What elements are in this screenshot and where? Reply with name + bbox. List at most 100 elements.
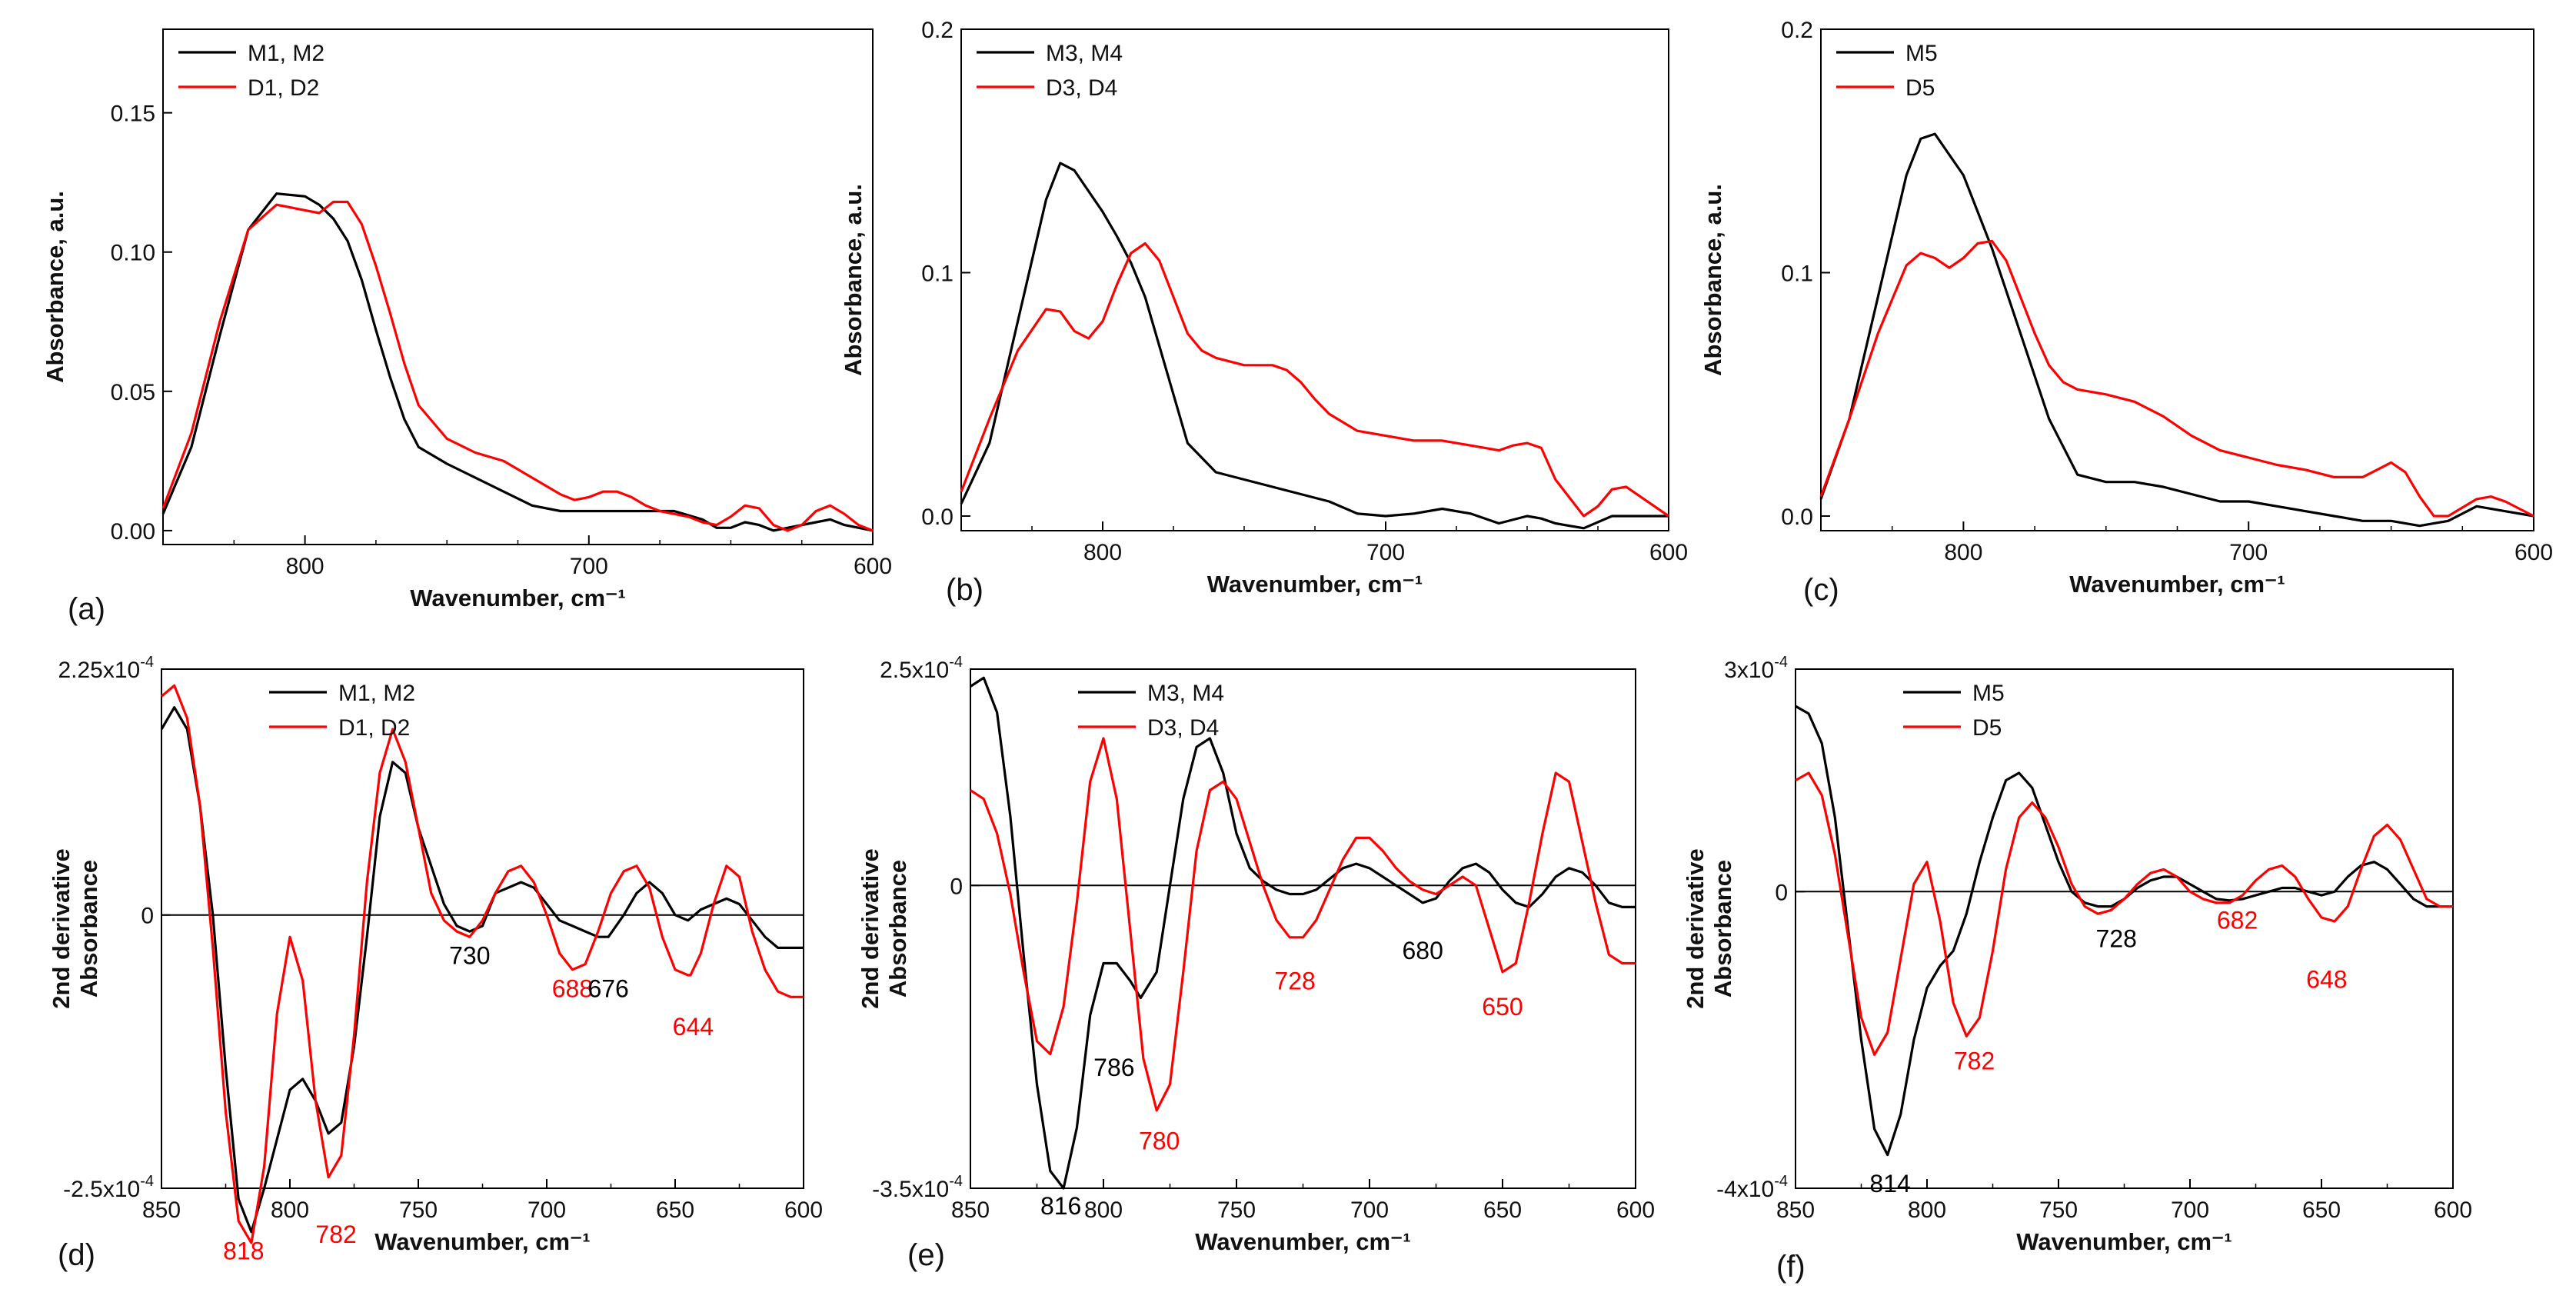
x-tick-label: 600 (854, 554, 892, 579)
series-line-m3-m4 (960, 162, 1669, 530)
x-axis-label: Wavenumber, cm⁻¹ (1207, 571, 1423, 598)
panel-a: 800 700 600 0.00 0.05 0.10 0.15 Wavenumber, cm⁻… (42, 28, 892, 626)
series-line-d3-d4 (960, 241, 1669, 518)
legend-label: D5 (1905, 75, 1935, 101)
plot-frame (162, 28, 874, 545)
panel-letter: (f) (1776, 1250, 1806, 1284)
x-tick-label: 850 (951, 1197, 990, 1223)
y-axis-label: Absorbance, a.u. (42, 191, 68, 383)
peak-annotation: 650 (1482, 993, 1523, 1021)
y-tick-label: 0.05 (111, 380, 155, 405)
x-tick-label: 750 (399, 1197, 438, 1223)
peak-annotation: 816 (1040, 1192, 1081, 1220)
y-tick-label: 2.5x10-4 (880, 654, 963, 683)
plot-frame (1820, 28, 2534, 531)
x-tick-label: 800 (1944, 540, 1982, 565)
panel-c: 800 700 600 0.0 0.1 0.2 Wavenumber, cm⁻¹ Absorb… (1699, 18, 2553, 607)
legend-label: D3, D4 (1147, 715, 1219, 741)
x-tick-label: 700 (2171, 1197, 2209, 1223)
series-line-d3-d4 (970, 737, 1636, 1112)
panel-d: 850 800 750 700 650 600 -2.5x10-4 0 2.25x10-4 Wav… (48, 654, 823, 1272)
peak-annotation: 818 (223, 1237, 264, 1264)
x-axis-label: Wavenumber, cm⁻¹ (410, 585, 626, 611)
peak-annotation: 786 (1093, 1054, 1134, 1081)
x-tick-label: 700 (1350, 1197, 1389, 1223)
peak-annotation: 644 (673, 1013, 714, 1041)
x-tick-label: 850 (1776, 1197, 1815, 1223)
peak-annotation: 728 (2096, 925, 2137, 953)
y-tick-label: 0.2 (1781, 18, 1813, 43)
y-tick-label: 3x10-4 (1724, 654, 1788, 683)
panel-letter: (b) (946, 573, 983, 607)
y-tick-label: 0.1 (921, 261, 954, 287)
x-tick-label: 800 (1908, 1197, 1946, 1223)
x-tick-label: 700 (2229, 540, 2268, 565)
x-tick-label: 750 (2039, 1197, 2078, 1223)
x-tick-label: 850 (142, 1197, 181, 1223)
legend-label: M1, M2 (248, 41, 324, 66)
x-tick-label: 700 (528, 1197, 566, 1223)
x-tick-label: 600 (1649, 540, 1688, 565)
y-tick-label: 0.10 (111, 241, 155, 266)
y-tick-label: 0.00 (111, 519, 155, 545)
x-axis-label: Wavenumber, cm⁻¹ (2069, 571, 2285, 598)
y-tick-label: 0 (141, 904, 154, 929)
legend-label: M5 (1905, 41, 1938, 66)
legend-label: D3, D4 (1046, 75, 1117, 101)
legend-label: D5 (1972, 715, 2002, 741)
x-tick-label: 800 (286, 554, 324, 579)
x-tick-label: 650 (2302, 1197, 2341, 1223)
y-tick-label: 0.2 (921, 18, 954, 43)
peak-annotation: 782 (1954, 1048, 1995, 1075)
y-axis-label: Absorbance, a.u. (1699, 184, 1726, 376)
x-tick-label: 700 (1366, 540, 1405, 565)
y-tick-label: 0 (1775, 880, 1788, 905)
peak-annotation: 688 (552, 974, 593, 1002)
x-tick-label: 800 (1084, 1197, 1123, 1223)
x-tick-label: 650 (1483, 1197, 1522, 1223)
peak-annotation: 648 (2306, 966, 2347, 994)
x-axis-label: Wavenumber, cm⁻¹ (1195, 1228, 1411, 1255)
series-line-m3-m4 (970, 676, 1636, 1190)
plot-frame (960, 28, 1669, 531)
plot-frame (970, 668, 1636, 1189)
panel-letter: (c) (1803, 573, 1839, 607)
series-line-d5 (1819, 239, 2534, 518)
x-axis-label: Wavenumber, cm⁻¹ (374, 1228, 591, 1255)
x-tick-label: 600 (2514, 540, 2553, 565)
y-axis-label: 2nd derivativeAbsorbance (1682, 848, 1736, 1008)
x-tick-label: 650 (656, 1197, 694, 1223)
panel-e: 850 800 750 700 650 600 -3.5x10-4 0 2.5x10-4 Wave… (857, 654, 1655, 1272)
x-tick-label: 800 (1083, 540, 1122, 565)
peak-annotation: 782 (315, 1221, 356, 1248)
legend-label: M3, M4 (1147, 681, 1224, 706)
panel-letter: (d) (58, 1238, 95, 1272)
x-tick-label: 750 (1217, 1197, 1256, 1223)
legend-label: D1, D2 (248, 75, 319, 101)
y-tick-label: 0.1 (1781, 261, 1813, 287)
y-axis-label: 2nd derivativeAbsorbance (857, 848, 911, 1008)
peak-annotation: 780 (1139, 1127, 1180, 1154)
legend-label: M5 (1972, 681, 2005, 706)
y-tick-label: 0 (950, 874, 963, 899)
x-axis-label: Wavenumber, cm⁻¹ (2016, 1228, 2232, 1255)
peak-annotation: 680 (1403, 937, 1443, 964)
peak-annotation: 728 (1274, 967, 1315, 994)
y-tick-label: 0.0 (1781, 505, 1813, 530)
y-tick-label: -3.5x10-4 (872, 1173, 963, 1202)
x-tick-label: 600 (1616, 1197, 1655, 1223)
x-tick-label: 800 (271, 1197, 309, 1223)
legend-label: M3, M4 (1046, 41, 1123, 66)
legend-label: M1, M2 (338, 681, 415, 706)
y-tick-label: 0.15 (111, 102, 155, 127)
peak-annotation: 682 (2217, 907, 2258, 934)
panel-letter: (e) (907, 1238, 945, 1272)
panel-letter: (a) (68, 592, 105, 626)
y-tick-label: -2.5x10-4 (63, 1173, 154, 1202)
panel-f: 850 800 750 700 650 600-4x10-403x10-4Wavenumb… (1682, 654, 2472, 1284)
series-line-m1-m2 (161, 192, 874, 532)
y-tick-label: 0.0 (921, 505, 954, 530)
peak-annotation: 676 (587, 974, 628, 1002)
series-line-d1-d2 (161, 200, 874, 532)
